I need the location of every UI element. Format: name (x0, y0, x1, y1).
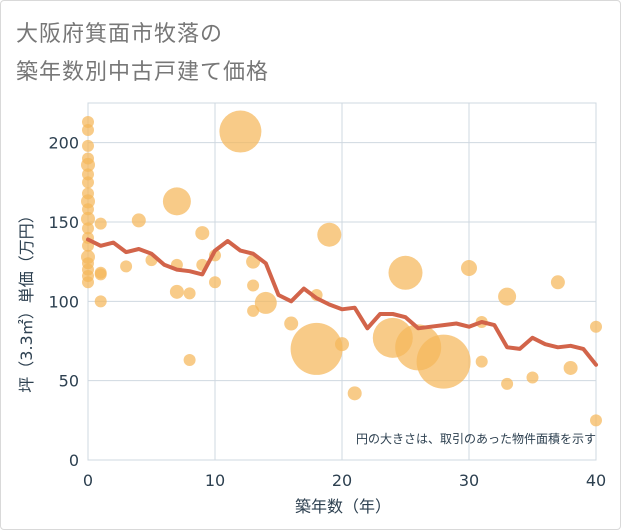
bubble-point (120, 260, 133, 273)
size-annotation: 円の大きさは、取引のあった物件面積を示す (356, 431, 596, 446)
trend-series (86, 237, 598, 367)
x-tick-label: 30 (459, 471, 479, 490)
y-tick-label: 100 (48, 292, 79, 311)
bubble-point (254, 291, 277, 314)
bubble-point (290, 322, 343, 375)
bubble-point (82, 139, 94, 152)
bubble-point (526, 371, 539, 384)
x-tick-label: 10 (205, 471, 225, 490)
bubble-point (590, 320, 602, 333)
bubble-point (209, 276, 221, 289)
bubble-point (82, 203, 94, 216)
bubble-point (82, 222, 94, 235)
y-tick-label: 200 (48, 134, 79, 153)
bubble-point (317, 222, 342, 247)
bubble-point (388, 255, 423, 290)
y-axis-title: 坪（3.3㎡）単価（万円） (17, 207, 36, 392)
bubble-point (94, 217, 107, 230)
bubble-point (563, 360, 578, 375)
bubble-point (284, 316, 299, 331)
trend-line (86, 237, 598, 367)
grid-lines (87, 102, 597, 461)
bubble-point (195, 226, 210, 241)
y-tick-label: 50 (59, 372, 79, 391)
tick-labels: 0 10 20 30 40 0 50 100 150 200 (48, 134, 606, 490)
chart-title-line2: 築年数別中古戸建て価格 (16, 60, 270, 85)
bubble-point (169, 284, 184, 299)
bubble-point (81, 211, 95, 226)
bubble-series (81, 110, 602, 427)
bubble-point (461, 260, 477, 277)
bubble-point (131, 213, 146, 228)
y-tick-label: 0 (69, 451, 79, 470)
bubble-point (81, 157, 95, 172)
bubble-point (183, 354, 196, 367)
bubble-point (475, 355, 488, 368)
bubble-point (162, 187, 191, 216)
bubble-point (183, 287, 196, 300)
bubble-point (590, 414, 602, 427)
bubble-point (550, 275, 565, 290)
bubble-point (94, 268, 107, 281)
bubble-point (82, 123, 94, 136)
chart-title-line1: 大阪府箕面市牧落の (16, 22, 224, 47)
bubble-point (219, 110, 262, 153)
bubble-point (498, 287, 517, 306)
x-axis-title: 築年数（年） (295, 497, 391, 516)
bubble-point (247, 279, 260, 292)
bubble-point (347, 386, 362, 401)
bubble-point (335, 337, 349, 352)
bubble-point (416, 334, 471, 389)
x-tick-label: 20 (332, 471, 352, 490)
bubble-point (94, 295, 107, 308)
x-tick-label: 0 (83, 471, 93, 490)
x-tick-label: 40 (586, 471, 606, 490)
bubble-point (501, 377, 514, 390)
y-tick-label: 150 (48, 213, 79, 232)
bubble-point (82, 276, 94, 289)
bubble-point (82, 176, 94, 189)
